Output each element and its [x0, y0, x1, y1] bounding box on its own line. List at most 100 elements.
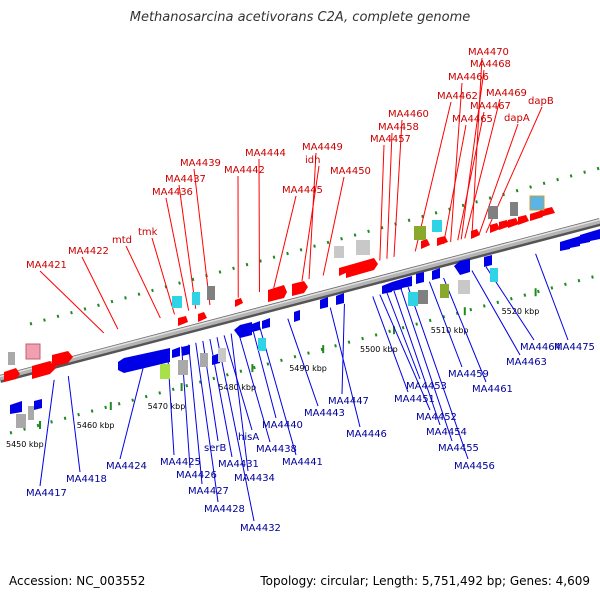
gene-label-idh: idh: [305, 155, 320, 166]
reverse-gene-arrow: [234, 322, 252, 338]
reverse-gene-arrow: [392, 279, 402, 291]
reverse-gene-arrow: [484, 255, 492, 267]
gene-callout-line: [393, 290, 441, 426]
gene-callout-line: [407, 287, 469, 460]
gene-label-ma4466: MA4466: [448, 72, 489, 83]
gene-callout-line: [329, 307, 361, 428]
reverse-gene-arrow: [560, 239, 570, 251]
gene-callout-line: [67, 376, 81, 473]
gene-label-layer: MA4421MA4422mtdtmkMA4436MA4437MA4439MA44…: [26, 47, 595, 534]
forward-gene-arrow: [499, 220, 510, 230]
feature-box: [510, 202, 518, 216]
forward-gene-arrow: [178, 316, 188, 326]
gene-callout-line: [223, 335, 253, 431]
feature-box: [200, 353, 208, 367]
tick-label: 5500 kbp: [360, 345, 398, 354]
feature-box: [178, 360, 188, 375]
gene-label-ma4425: MA4425: [160, 457, 201, 468]
reverse-gene-arrow: [416, 272, 424, 284]
tick-label: 5460 kbp: [77, 421, 115, 430]
feature-box: [207, 286, 215, 300]
gene-callout-line: [125, 245, 161, 319]
gene-label-ma4464: MA4464: [520, 342, 561, 353]
gene-label-ma4438: MA4438: [256, 444, 297, 455]
feature-box: [490, 268, 498, 282]
reverse-gene-arrow: [402, 276, 412, 288]
gene-callout-line: [341, 303, 345, 395]
tick-label: 5470 kbp: [148, 402, 186, 411]
gene-callout-line: [471, 57, 483, 237]
gene-callout-line: [273, 195, 297, 289]
reverse-gene-arrow: [294, 310, 300, 322]
reverse-gene-arrow: [432, 268, 440, 280]
forward-gene-arrow: [518, 215, 529, 225]
gene-callout-line: [464, 98, 501, 239]
reverse-gene-arrow: [570, 236, 580, 248]
gene-label-ma4431: MA4431: [218, 459, 259, 470]
reverse-gene-arrow: [454, 259, 470, 275]
gene-label-tmk: tmk: [138, 227, 158, 238]
forward-gene-arrow: [421, 239, 430, 249]
gene-label-ma4426: MA4426: [176, 470, 217, 481]
gene-label-ma4452: MA4452: [416, 412, 457, 423]
gene-label-ma4422: MA4422: [68, 246, 109, 257]
gene-callout-line: [119, 355, 147, 460]
gene-callout-line: [450, 82, 463, 243]
feature-box: [414, 226, 426, 240]
gene-callout-line: [386, 132, 393, 259]
gene-callout-line: [188, 344, 203, 485]
tick-label: 5520 kbp: [502, 307, 540, 316]
gene-label-ma4454: MA4454: [426, 427, 467, 438]
reverse-gene-arrow: [182, 345, 190, 356]
tick-label: 5490 kbp: [289, 364, 327, 373]
forward-gene-arrow: [339, 266, 348, 276]
gene-label-ma4449: MA4449: [302, 142, 343, 153]
gene-label-ma4418: MA4418: [66, 474, 107, 485]
forward-gene-arrow: [437, 236, 448, 246]
forward-gene-arrow: [235, 298, 243, 307]
gene-callout-line: [39, 379, 55, 487]
gene-label-ma4434: MA4434: [234, 473, 275, 484]
forward-gene-arrow: [346, 262, 364, 278]
gene-label-ma4447: MA4447: [328, 396, 369, 407]
other-features: [8, 195, 545, 428]
gene-callout-line: [400, 288, 453, 442]
gene-callout-line: [322, 176, 345, 276]
gene-label-hisa: hisA: [238, 432, 259, 443]
tick-label: 5510 kbp: [431, 326, 469, 335]
reverse-gene-arrow: [10, 401, 22, 414]
gene-label-ma4424: MA4424: [106, 461, 147, 472]
reverse-gene-arrow: [590, 229, 600, 241]
gene-label-ma4462: MA4462: [437, 91, 478, 102]
gene-label-mtd: mtd: [112, 235, 132, 246]
feature-box: [192, 292, 200, 305]
reverse-gene-arrow: [336, 293, 344, 305]
gene-callout-line: [81, 256, 119, 330]
forward-gene-arrow: [490, 223, 500, 233]
gene-label-ma4470: MA4470: [468, 47, 509, 58]
gene-label-dapa: dapA: [504, 113, 530, 124]
gene-label-serb: serB: [204, 443, 226, 454]
gene-label-ma4441: MA4441: [282, 457, 323, 468]
gene-callout-line: [443, 277, 487, 383]
gene-label-ma4446: MA4446: [346, 429, 387, 440]
feature-box: [8, 352, 15, 365]
reverse-gene-arrow: [252, 321, 260, 332]
feature-box: [218, 348, 226, 362]
gene-label-ma4443: MA4443: [304, 408, 345, 419]
gene-label-ma4461: MA4461: [472, 384, 513, 395]
gene-callout-line: [230, 333, 249, 472]
feature-box: [258, 338, 266, 351]
tick-layer: 5450 kbp 5460 kbp 5470 kbp 5480 kbp 5490 kbp…: [6, 288, 539, 449]
gene-label-ma4432: MA4432: [240, 523, 281, 534]
upper-guide-line: [29, 166, 600, 326]
gene-callout-line: [193, 168, 211, 306]
gene-label-ma4467: MA4467: [470, 101, 511, 112]
feature-box: [334, 246, 344, 258]
gene-label-ma4456: MA4456: [454, 461, 495, 472]
accession-label: Accession: NC_003552: [9, 574, 146, 588]
feature-box: [160, 364, 170, 379]
gene-callout-line: [178, 184, 197, 309]
gene-label-ma4436: MA4436: [152, 187, 193, 198]
feature-box: [28, 406, 34, 420]
